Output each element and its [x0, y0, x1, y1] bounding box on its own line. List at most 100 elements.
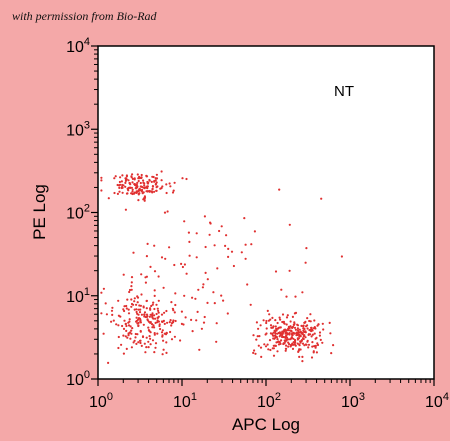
data-point	[168, 321, 171, 324]
data-point	[148, 189, 151, 193]
data-point	[213, 302, 216, 305]
data-point	[174, 292, 177, 295]
data-point	[265, 319, 268, 323]
data-point	[174, 303, 177, 307]
data-point	[128, 318, 131, 321]
data-point	[285, 344, 288, 347]
data-point	[138, 192, 141, 195]
data-point	[265, 327, 268, 330]
data-point	[130, 186, 133, 189]
data-point	[271, 326, 274, 329]
data-point	[184, 316, 187, 319]
data-point	[215, 340, 218, 343]
data-point	[279, 342, 282, 345]
x-tick-label: 101	[173, 391, 197, 411]
data-point	[264, 345, 268, 348]
data-point	[180, 322, 183, 325]
data-point	[155, 303, 158, 306]
data-point	[131, 177, 134, 180]
data-point	[153, 244, 156, 247]
data-point	[293, 326, 297, 329]
data-point	[216, 267, 219, 270]
data-point	[163, 311, 166, 314]
data-point	[145, 307, 148, 310]
data-point	[117, 299, 120, 302]
data-point	[120, 343, 123, 346]
data-point	[136, 322, 139, 325]
data-point	[146, 187, 149, 190]
data-point	[173, 311, 176, 314]
data-point	[142, 198, 145, 201]
data-point	[166, 210, 169, 213]
data-point	[136, 181, 139, 184]
data-point	[157, 311, 160, 314]
data-point	[259, 324, 262, 327]
data-point	[122, 184, 125, 187]
data-point	[321, 341, 324, 344]
data-point	[158, 324, 161, 328]
data-point	[302, 327, 305, 330]
data-point	[121, 174, 124, 177]
data-point	[107, 361, 110, 364]
data-point	[293, 332, 296, 335]
data-point	[147, 340, 150, 343]
data-point	[307, 343, 311, 346]
data-point	[155, 177, 159, 180]
data-point	[262, 319, 265, 322]
data-point	[257, 327, 260, 330]
data-point	[139, 185, 142, 188]
data-point	[130, 176, 133, 179]
data-point	[287, 329, 290, 332]
data-point	[151, 175, 154, 178]
data-point	[169, 319, 172, 322]
data-point	[164, 257, 167, 260]
data-point	[161, 185, 164, 188]
data-point	[115, 323, 118, 326]
data-point	[149, 307, 152, 310]
data-point	[309, 313, 312, 316]
data-point	[246, 283, 249, 286]
data-point	[227, 247, 230, 250]
data-point	[179, 339, 182, 342]
data-point	[270, 326, 273, 329]
data-point	[140, 344, 143, 347]
data-point	[100, 312, 103, 315]
data-point	[117, 346, 120, 350]
data-point	[183, 220, 186, 223]
data-point	[130, 305, 133, 308]
data-point	[244, 257, 247, 260]
data-point	[143, 199, 146, 202]
data-point	[171, 321, 174, 324]
data-point	[160, 256, 164, 259]
data-point	[288, 326, 291, 330]
data-point	[288, 223, 291, 226]
data-point	[183, 294, 186, 297]
data-point	[265, 321, 268, 325]
data-point	[148, 335, 151, 338]
data-point	[308, 319, 311, 323]
data-point	[269, 324, 273, 327]
data-point	[153, 351, 156, 354]
data-point	[165, 183, 168, 186]
data-point	[128, 288, 132, 292]
data-point	[317, 323, 320, 326]
data-point	[125, 304, 128, 308]
data-point	[291, 347, 295, 350]
data-point	[162, 339, 165, 342]
y-axis-label: PE Log	[30, 184, 49, 240]
data-point	[181, 177, 184, 180]
data-point	[328, 321, 331, 324]
data-point	[212, 291, 215, 294]
data-point	[332, 344, 335, 347]
data-point	[126, 298, 129, 301]
data-point	[306, 317, 309, 320]
data-point	[340, 255, 343, 258]
data-point	[285, 323, 288, 326]
data-point	[170, 338, 174, 341]
data-point	[299, 330, 302, 333]
data-point	[156, 316, 159, 319]
data-point	[203, 315, 206, 319]
data-points	[100, 170, 343, 364]
data-point	[121, 186, 124, 189]
data-point	[125, 329, 128, 332]
